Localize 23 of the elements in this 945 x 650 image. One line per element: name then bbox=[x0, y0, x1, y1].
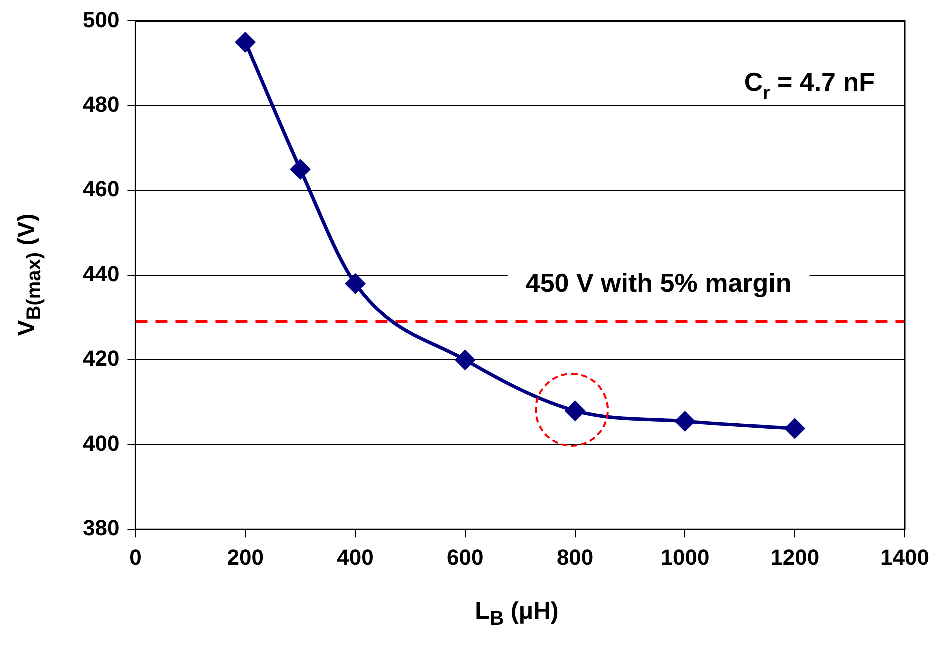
x-tick-label: 800 bbox=[556, 544, 594, 570]
point bbox=[346, 274, 366, 294]
ref-line-label: 450 V with 5% margin bbox=[526, 268, 792, 298]
point bbox=[675, 412, 695, 432]
point bbox=[785, 419, 805, 439]
x-tick-label: 400 bbox=[337, 544, 374, 570]
y-tick-label: 480 bbox=[82, 92, 120, 117]
y-tick-label: 440 bbox=[82, 261, 120, 286]
x-tick-label: 200 bbox=[227, 544, 264, 570]
y-tick-label: 400 bbox=[82, 430, 120, 456]
y-tick-label: 460 bbox=[82, 176, 120, 202]
x-tick-label: 1200 bbox=[770, 544, 820, 570]
y-tick-label: 500 bbox=[82, 7, 120, 32]
point bbox=[456, 350, 476, 370]
x-tick-label: 1000 bbox=[660, 544, 710, 570]
x-tick-label: 600 bbox=[447, 544, 484, 570]
x-tick-label: 0 bbox=[130, 544, 142, 570]
y-tick-label: 380 bbox=[82, 516, 120, 541]
y-tick-label: 420 bbox=[82, 346, 120, 372]
x-tick-label: 1400 bbox=[880, 544, 930, 570]
point bbox=[236, 32, 256, 52]
point bbox=[290, 160, 310, 180]
x-axis-title: L$_{B}$ (μH) bbox=[475, 598, 559, 631]
